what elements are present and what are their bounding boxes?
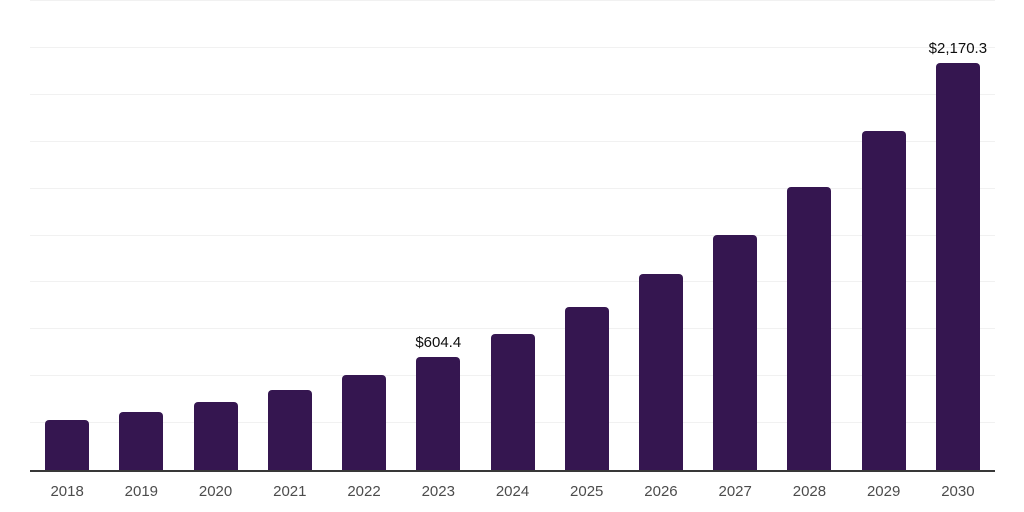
plot-area: $604.4 $2,170.3: [30, 0, 995, 472]
bar-2027[interactable]: [713, 234, 758, 470]
bar-value-label-2023: $604.4: [415, 333, 462, 351]
x-tick-label-2022: 2022: [347, 483, 381, 500]
gridline: [30, 328, 995, 330]
x-tick-label-2021: 2021: [273, 483, 307, 500]
gridline: [30, 281, 995, 283]
gridline: [30, 187, 995, 189]
bar-value-label-2030: $2,170.3: [928, 39, 988, 57]
gridline: [30, 93, 995, 95]
bar-2028[interactable]: [787, 187, 832, 470]
x-tick-label-2024: 2024: [495, 483, 530, 500]
bar-2019[interactable]: [119, 412, 164, 470]
x-tick-label-2025: 2025: [570, 483, 604, 500]
x-tick-label-2019: 2019: [124, 483, 159, 500]
x-tick-label-2027: 2027: [718, 483, 752, 500]
bar-2020[interactable]: [193, 402, 238, 470]
bar-2021[interactable]: [267, 390, 312, 470]
gridline: [30, 234, 995, 236]
x-axis-labels: 2018 2019 2020 2021 2022 2023 2024 2025 2026 2027…: [30, 483, 995, 503]
gridline: [30, 46, 995, 48]
bar-2022[interactable]: [342, 375, 387, 470]
x-tick-label-2028: 2028: [792, 483, 827, 500]
gridline: [30, 0, 995, 1]
bar-2030[interactable]: [935, 62, 980, 470]
x-tick-label-2018: 2018: [50, 483, 84, 500]
x-tick-label-2020: 2020: [198, 483, 233, 500]
bar-2026[interactable]: [638, 273, 683, 470]
gridline: [30, 140, 995, 142]
x-tick-label-2029: 2029: [866, 483, 901, 500]
bar-2025[interactable]: [564, 306, 609, 470]
bar-2018[interactable]: [45, 420, 90, 470]
x-tick-label-2026: 2026: [644, 483, 678, 500]
x-tick-label-2030: 2030: [941, 483, 975, 500]
bar-2029[interactable]: [861, 130, 906, 470]
bar-2023[interactable]: [416, 356, 461, 470]
x-tick-label-2023: 2023: [421, 483, 455, 500]
bar-2024[interactable]: [490, 333, 535, 470]
